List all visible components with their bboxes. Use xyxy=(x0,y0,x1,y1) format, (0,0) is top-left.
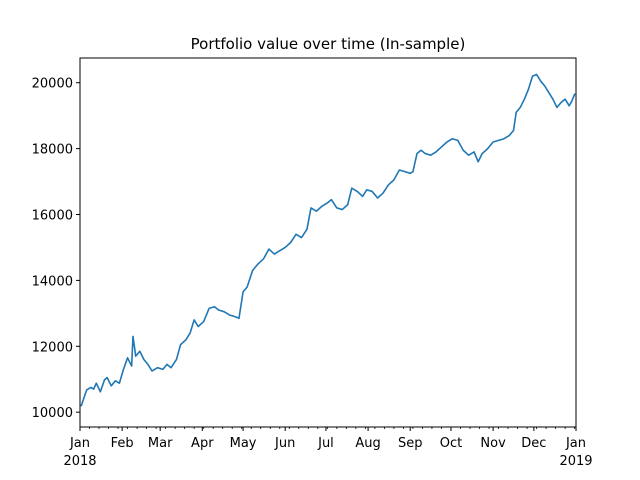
x-tick-year-label: 2019 xyxy=(559,454,592,469)
x-axis: Jan 2018 Feb Mar Apr May Jun Jul Aug Sep Oct Nov Dec… xyxy=(63,427,593,469)
y-tick-label: 10000 xyxy=(32,406,73,421)
x-tick-label: Jun xyxy=(274,436,295,451)
x-tick-label: Oct xyxy=(440,436,462,451)
x-tick-label: Jul xyxy=(317,436,334,451)
x-tick-label: May xyxy=(230,436,257,451)
x-tick-label: Sep xyxy=(398,436,423,451)
x-tick-year-label: 2018 xyxy=(63,454,96,469)
y-axis: 10000 12000 14000 16000 18000 20000 xyxy=(32,77,80,421)
x-tick-label: Apr xyxy=(191,436,214,451)
chart-title: Portfolio value over time (In-sample) xyxy=(191,35,466,53)
series-line xyxy=(80,73,576,407)
y-tick-label: 20000 xyxy=(32,77,73,92)
x-tick-label: Jan xyxy=(69,436,90,451)
x-tick-label: Feb xyxy=(111,436,134,451)
y-tick-label: 18000 xyxy=(32,143,73,158)
y-tick-label: 16000 xyxy=(32,208,73,223)
x-tick-label: Nov xyxy=(480,436,506,451)
y-tick-label: 12000 xyxy=(32,340,73,355)
x-tick-label: Jan xyxy=(565,436,586,451)
plot-frame xyxy=(79,57,577,428)
series-layer xyxy=(80,73,576,407)
x-tick-label: Mar xyxy=(148,436,173,451)
x-tick-label: Aug xyxy=(355,436,380,451)
plot-area xyxy=(80,58,576,427)
y-tick-label: 14000 xyxy=(32,274,73,289)
x-tick-label: Dec xyxy=(521,436,546,451)
